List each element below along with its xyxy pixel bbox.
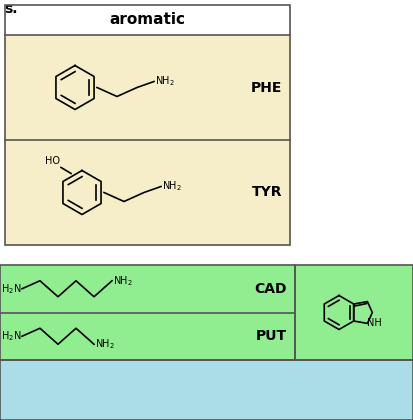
Text: HO: HO [45,156,60,166]
Bar [0,360,413,420]
Text: CAD: CAD [254,282,287,296]
Bar [5,140,290,245]
Bar [295,265,413,360]
Text: NH$_2$: NH$_2$ [95,337,115,351]
Text: s.: s. [4,2,17,16]
Bar [0,265,295,312]
Text: NH: NH [367,318,382,328]
Bar [5,5,290,245]
Text: H$_2$N: H$_2$N [0,282,21,296]
Text: PHE: PHE [251,81,282,94]
Text: H$_2$N: H$_2$N [0,329,21,343]
Text: NH$_2$: NH$_2$ [155,75,175,88]
Bar [5,5,290,35]
Text: aromatic: aromatic [109,13,185,27]
Bar [0,360,413,420]
Text: PUT: PUT [256,329,287,343]
Bar [295,265,413,360]
Text: NH$_2$: NH$_2$ [113,274,133,288]
Bar [0,312,295,360]
Bar [5,35,290,140]
Bar [0,265,295,360]
Text: NH$_2$: NH$_2$ [162,180,182,193]
Text: TYR: TYR [252,186,282,200]
